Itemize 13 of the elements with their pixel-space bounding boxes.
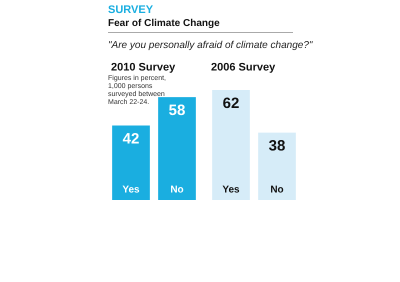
- x-tick-label: Yes: [122, 184, 140, 196]
- x-tick-label: No: [170, 184, 184, 196]
- x-tick-label: Yes: [222, 184, 240, 196]
- data-label: 62: [222, 95, 240, 112]
- chart-title: 2006 Survey: [211, 62, 276, 74]
- data-label: 42: [122, 130, 140, 148]
- x-tick-label: No: [270, 184, 284, 196]
- text: "Are you personally afraid of climate change?": [108, 40, 312, 51]
- text: SURVEY: [108, 4, 154, 16]
- chart-title: 2010 Survey: [111, 62, 176, 74]
- data-label: 38: [268, 138, 286, 155]
- data-label: 58: [168, 102, 186, 120]
- text: Fear of Climate Change: [108, 18, 220, 29]
